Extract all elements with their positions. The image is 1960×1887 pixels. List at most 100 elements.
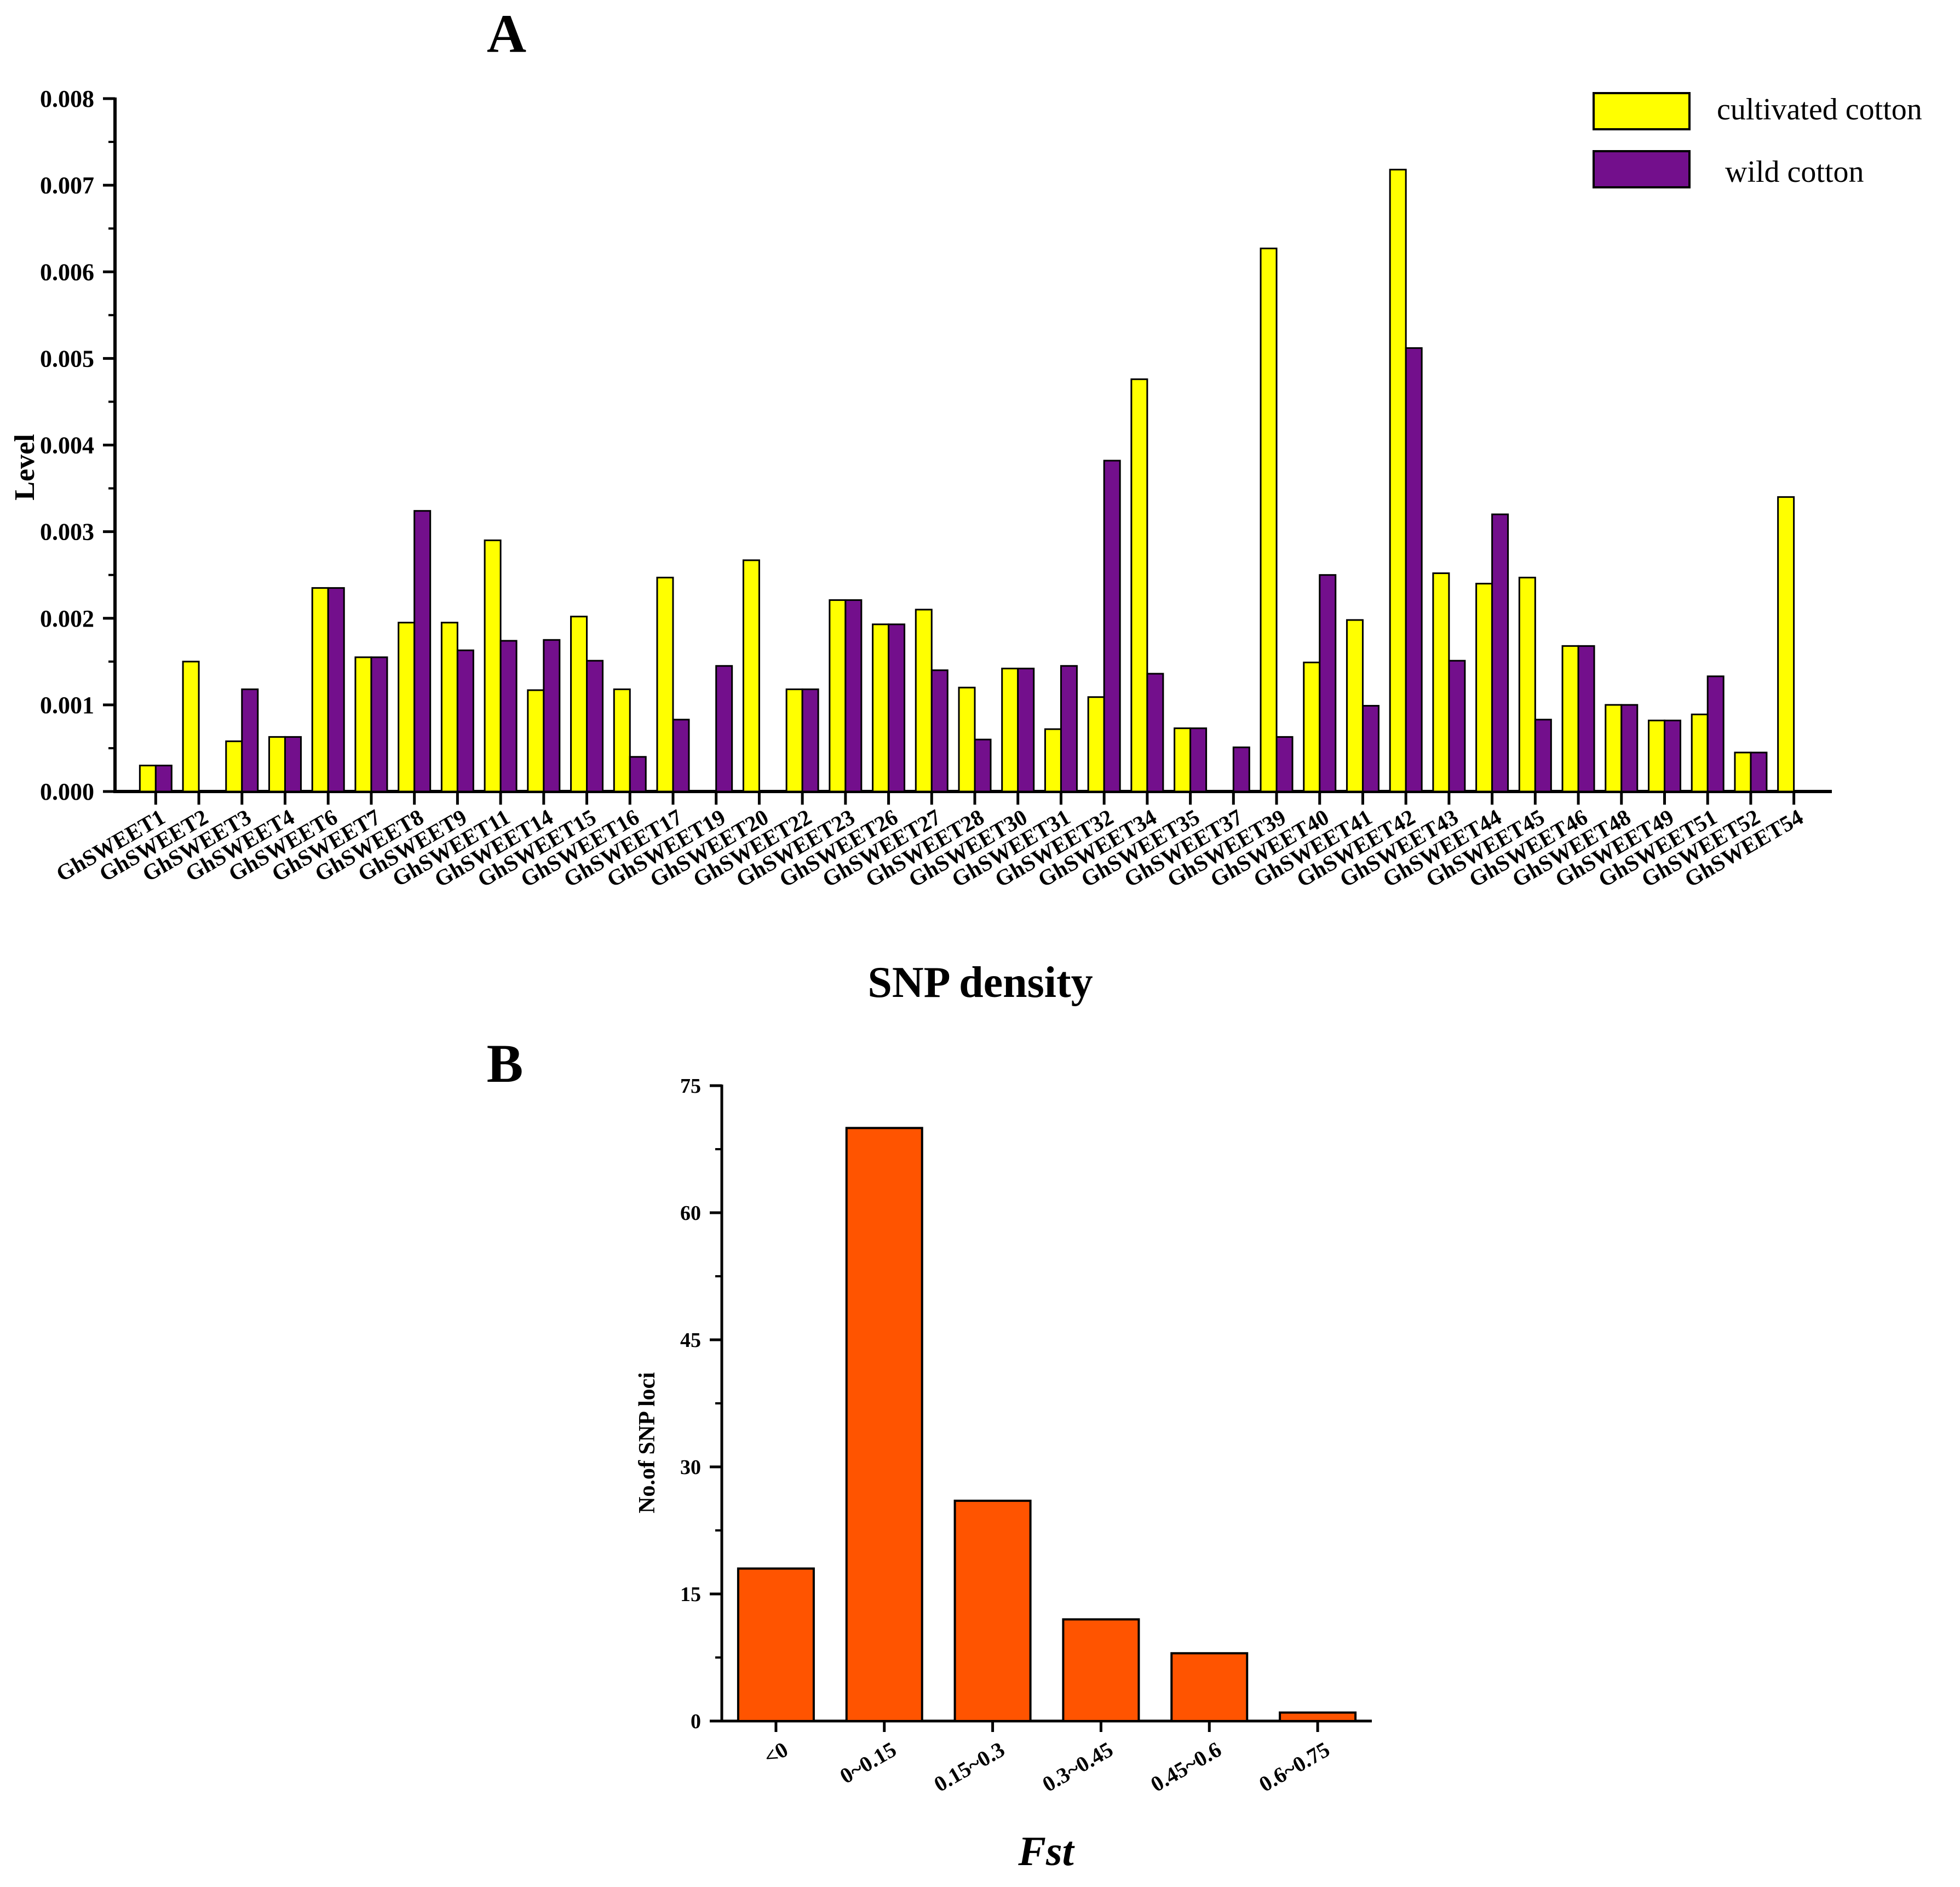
panel-a-bar-wild xyxy=(888,623,906,793)
panel-b-y-tick-label: 30 xyxy=(680,1456,701,1479)
panel-b-x-tick-label: 0.15~0.3 xyxy=(930,1737,1009,1797)
panel-a-bar-cultivated xyxy=(1174,727,1192,793)
panel-a-x-axis-title: SNP density xyxy=(867,959,1093,1007)
panel-a-bar-cultivated xyxy=(1346,619,1364,793)
panel-a-bar-cultivated xyxy=(440,622,458,793)
panel-a-bar-wild xyxy=(844,599,863,793)
panel-a-bar-wild xyxy=(327,587,345,793)
panel-a-bar-cultivated xyxy=(1044,728,1062,793)
panel-a-y-tick-label: 0.005 xyxy=(40,345,94,372)
panel-a-bar-wild xyxy=(1146,673,1164,793)
panel-a-y-axis-title: Level xyxy=(9,434,41,500)
legend-swatch-wild xyxy=(1593,150,1691,188)
panel-a-y-tick-label: 0.000 xyxy=(40,778,94,805)
panel-a-bar-wild xyxy=(1491,513,1509,793)
panel-a-bar-wild xyxy=(1534,719,1552,793)
panel-a-bar-wild xyxy=(629,756,647,793)
legend-label-wild: wild cotton xyxy=(1725,155,1864,189)
panel-a-bar-cultivated xyxy=(1605,704,1623,793)
panel-a-bar-wild xyxy=(543,639,561,793)
panel-a-bar-wild xyxy=(413,510,432,793)
panel-a-bar-cultivated xyxy=(1777,496,1795,793)
panel-b-x-axis-title: Fst xyxy=(1018,1828,1075,1874)
panel-a-y-tick-label: 0.003 xyxy=(40,519,94,546)
panel-a-bar-wild xyxy=(1706,675,1725,793)
panel-a-bar-wild xyxy=(1361,704,1380,793)
panel-a-bar-wild xyxy=(1319,574,1337,793)
panel-a-y-tick-label: 0.004 xyxy=(40,432,94,459)
panel-a-bar-cultivated xyxy=(915,609,933,793)
panel-a-bar-cultivated xyxy=(1561,645,1579,793)
panel-a-bar-wild xyxy=(1405,347,1423,793)
panel-a-bar-wild xyxy=(1577,645,1595,793)
panel-b-label: B xyxy=(487,1033,524,1094)
panel-a-bar-cultivated xyxy=(1130,378,1148,793)
panel-b-bar xyxy=(1170,1652,1249,1722)
panel-a-bar-cultivated xyxy=(1475,583,1493,793)
panel-a-bar-cultivated xyxy=(958,686,976,793)
panel-b-x-tick-label: 0.6~0.75 xyxy=(1255,1737,1334,1797)
panel-a-bar-wild xyxy=(284,736,302,793)
panel-b-y-tick-label: 45 xyxy=(680,1329,701,1352)
panel-a-bar-wild xyxy=(801,688,819,793)
panel-a-bar-wild xyxy=(1017,667,1035,793)
panel-a-bar-wild xyxy=(1275,736,1294,793)
panel-a-bar-cultivated xyxy=(311,587,329,793)
panel-a-bar-wild xyxy=(1189,727,1208,793)
panel-a-bar-cultivated xyxy=(354,656,372,793)
panel-a-bar-cultivated xyxy=(1734,752,1752,793)
panel-a-y-ticks: 0.000 0.001 0.002 0.003 0.004 0.005 0.006 0.007… xyxy=(40,85,115,805)
panel-b-x-tick-label: 0~0.15 xyxy=(836,1737,900,1788)
panel-a-bar-cultivated xyxy=(1087,696,1105,793)
panel-b-chart: B No.of SNP loci Fst <0 0~0.15 0.15~0.3 0.3… xyxy=(487,1033,1372,1874)
panel-a-y-tick-label: 0.002 xyxy=(40,605,94,632)
panel-a-y-tick-label: 0.006 xyxy=(40,259,94,285)
panel-a-x-ticks: GhSWEET1GhSWEET2GhSWEET3GhSWEET4GhSWEET6… xyxy=(51,791,1807,892)
panel-b-x-tick-label: <0 xyxy=(760,1737,792,1770)
panel-b-y-tick-label: 0 xyxy=(691,1710,701,1733)
panel-a-bar-cultivated xyxy=(1001,667,1019,793)
panel-a-bar-cultivated xyxy=(139,765,157,793)
panel-a-bar-cultivated xyxy=(1691,713,1709,793)
panel-a-bar-wild xyxy=(1060,665,1078,793)
panel-a-bar-wild xyxy=(499,640,518,793)
panel-b-bar xyxy=(1062,1618,1140,1722)
panel-a-bar-cultivated xyxy=(1389,169,1407,793)
panel-b-bar xyxy=(1279,1711,1357,1723)
panel-a-bar-wild xyxy=(586,659,604,793)
legend-label-cultivated: cultivated cotton xyxy=(1717,93,1922,127)
panel-a-chart: A Level SNP density GhSWEET1GhSWEET2GhSW… xyxy=(9,3,1922,1007)
panel-a-bar-cultivated xyxy=(527,689,545,793)
panel-a-bar-cultivated xyxy=(1518,576,1536,793)
panel-a-bar-cultivated xyxy=(1432,572,1450,793)
panel-a-y-tick-label: 0.008 xyxy=(40,85,94,112)
panel-a-bar-wild xyxy=(1620,704,1639,793)
panel-a-bar-wild xyxy=(1750,752,1768,793)
panel-b-y-tick-label: 75 xyxy=(680,1075,701,1098)
panel-b-x-tick-label: 0.3~0.45 xyxy=(1038,1737,1117,1797)
panel-a-bar-cultivated xyxy=(1303,661,1321,793)
panel-a-bar-cultivated xyxy=(1260,248,1278,793)
panel-a-bar-wild xyxy=(456,649,474,793)
panel-a-bar-cultivated xyxy=(613,688,631,793)
panel-a-bar-cultivated xyxy=(225,740,243,793)
panel-a-bar-cultivated xyxy=(570,616,588,793)
panel-a-label: A xyxy=(487,3,526,64)
panel-a-bar-cultivated xyxy=(268,736,286,793)
panel-a-bar-wild xyxy=(1663,719,1681,793)
panel-b-bars xyxy=(737,1127,1357,1723)
panel-a-legend: cultivated cotton wild cotton xyxy=(1593,92,1922,189)
panel-a-bar-cultivated xyxy=(1647,719,1665,793)
panel-a-bar-wild xyxy=(154,765,173,793)
panel-a-bar-wild xyxy=(974,738,992,793)
panel-a-bar-wild xyxy=(715,665,733,793)
panel-a-bar-cultivated xyxy=(182,661,200,793)
panel-a-bar-cultivated xyxy=(484,539,502,793)
panel-b-bar xyxy=(845,1127,923,1722)
legend-swatch-cultivated xyxy=(1593,92,1691,130)
panel-a-bar-cultivated xyxy=(656,576,674,793)
panel-b-y-tick-label: 60 xyxy=(680,1202,701,1225)
panel-b-bar xyxy=(953,1499,1032,1723)
panel-a-bar-wild xyxy=(1232,746,1250,793)
